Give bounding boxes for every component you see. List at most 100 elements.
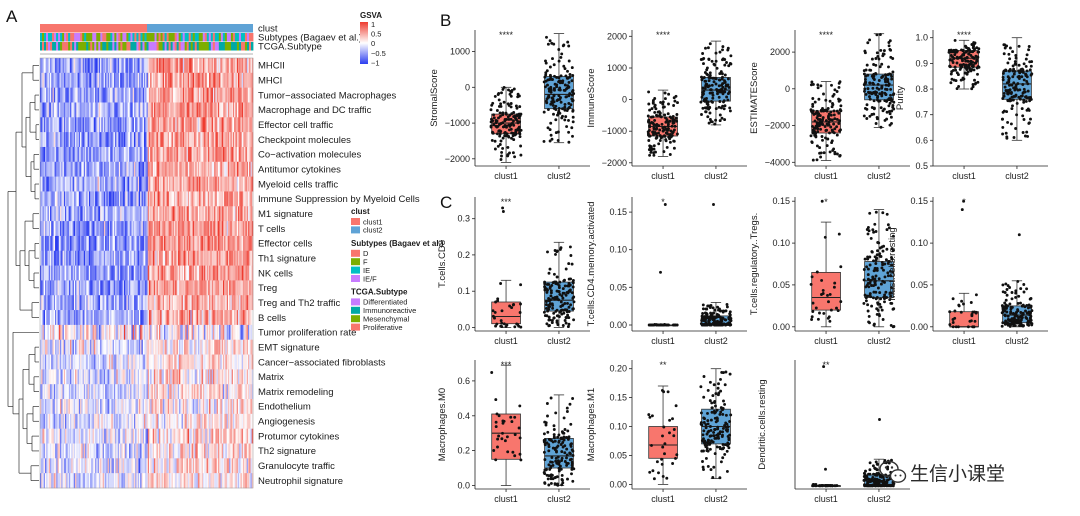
heatmap-cell	[93, 250, 96, 266]
heatmap-cell	[63, 146, 66, 163]
heatmap-cell	[244, 310, 246, 326]
heatmap-cell	[152, 176, 155, 192]
heatmap-cell	[118, 428, 121, 444]
heatmap-cell	[211, 221, 214, 237]
heatmap-cell	[251, 250, 254, 266]
heatmap-cell	[152, 265, 155, 281]
heatmap-cell	[103, 399, 106, 415]
heatmap-cell	[95, 458, 97, 474]
heatmap-cell	[102, 384, 105, 400]
heatmap-cell	[171, 102, 174, 118]
heatmap-cell	[98, 458, 101, 474]
heatmap-cell	[192, 280, 195, 296]
heatmap-cell	[135, 354, 137, 370]
heatmap-cell	[222, 265, 225, 281]
heatmap-cell	[107, 369, 110, 385]
heatmap-cell	[42, 369, 45, 385]
heatmap-cell	[105, 206, 107, 222]
heatmap-cell	[47, 146, 50, 163]
heatmap-cell	[250, 176, 253, 192]
heatmap-cell	[130, 428, 132, 444]
heatmap-cell	[78, 146, 81, 163]
heatmap-cell	[189, 250, 191, 266]
heatmap-cell	[93, 117, 96, 133]
heatmap-cell	[165, 132, 167, 148]
heatmap-cell	[216, 132, 219, 148]
heatmap-cell	[216, 191, 219, 207]
heatmap-cell	[242, 339, 245, 355]
heatmap-cell	[186, 295, 189, 311]
heatmap-cell	[210, 413, 212, 429]
heatmap-cell	[107, 399, 110, 415]
heatmap-cell	[87, 280, 90, 296]
heatmap-cell	[147, 295, 150, 311]
heatmap-cell	[249, 324, 251, 341]
heatmap-cell	[136, 250, 139, 266]
heatmap-cell	[216, 265, 219, 281]
heatmap-cell	[95, 191, 97, 207]
heatmap-cell	[65, 280, 67, 296]
heatmap-cell	[141, 221, 144, 237]
heatmap-cell	[63, 250, 66, 266]
heatmap-cell	[46, 72, 48, 88]
heatmap-cell	[63, 280, 66, 296]
heatmap-cell	[172, 132, 175, 148]
heatmap-cell	[192, 399, 195, 415]
heatmap-cell	[224, 428, 226, 444]
heatmap-cell	[125, 295, 127, 311]
heatmap-cell	[145, 72, 147, 88]
heatmap-cell	[146, 354, 149, 370]
heatmap-cell	[251, 58, 254, 74]
heatmap-cell	[150, 161, 152, 177]
heatmap-cell	[236, 265, 239, 281]
heatmap-cell	[177, 280, 180, 296]
heatmap-cell	[81, 250, 83, 266]
heatmap-cell	[227, 72, 230, 88]
heatmap-cell	[97, 310, 100, 326]
heatmap-cell	[42, 87, 45, 103]
heatmap-cell	[220, 443, 222, 459]
heatmap-cell	[184, 206, 186, 222]
heatmap-cell	[225, 87, 227, 103]
heatmap-cell	[189, 310, 191, 326]
heatmap-cell	[197, 132, 200, 148]
heatmap-cell	[192, 384, 195, 400]
heatmap-cell	[101, 132, 103, 148]
heatmap-cell	[174, 235, 176, 252]
heatmap-cell	[227, 428, 230, 444]
heatmap-cell	[73, 458, 76, 474]
heatmap-cell	[210, 72, 212, 88]
heatmap-cell	[83, 206, 86, 222]
heatmap-cell	[91, 384, 93, 400]
heatmap-cell	[202, 72, 205, 88]
heatmap-cell	[246, 206, 249, 222]
heatmap-cell	[92, 265, 95, 281]
heatmap-cell	[224, 369, 226, 385]
annot-stripe	[134, 42, 137, 51]
heatmap-cell	[146, 161, 149, 177]
heatmap-cell	[80, 250, 82, 266]
heatmap-cell	[140, 235, 142, 252]
annot-stripe	[82, 33, 85, 42]
heatmap-cell	[142, 250, 145, 266]
heatmap-cell	[250, 369, 253, 385]
heatmap-cell	[83, 176, 86, 192]
heatmap-cell	[216, 369, 219, 385]
heatmap-cell	[77, 72, 80, 88]
heatmap-cell	[121, 458, 123, 474]
annot-stripe	[50, 33, 53, 42]
heatmap-cell	[164, 235, 166, 252]
heatmap-cell	[212, 72, 215, 88]
heatmap-cell	[214, 399, 216, 415]
heatmap-cell	[221, 339, 224, 355]
heatmap-cell	[48, 191, 51, 207]
heatmap-cell	[75, 87, 77, 103]
heatmap-cell	[93, 72, 96, 88]
annot-stripe	[100, 33, 103, 42]
heatmap-cell	[101, 384, 103, 400]
heatmap-cell	[131, 443, 134, 459]
heatmap-cell	[147, 72, 150, 88]
heatmap-cell	[246, 354, 249, 370]
heatmap-cell	[107, 58, 110, 74]
annot-stripe	[144, 33, 147, 42]
